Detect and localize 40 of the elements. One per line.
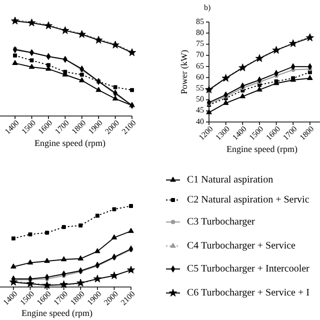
x-tick-label: 1400 [1,289,20,308]
x-tick-label: 1600 [264,124,282,142]
x-tick-label: 1700 [53,118,71,136]
y-tick-label: 70 [196,50,204,60]
x-tick-label: 1200 [197,124,215,142]
x-tick-label: 1500 [18,289,36,308]
x-tick-label: 1900 [85,289,104,308]
x-tick-label: 1600 [35,289,53,308]
legend-label: C5 Turbocharger + Intercooler [187,263,310,274]
x-tick-label: 1400 [3,118,21,136]
legend-label: C6 Turbocharger + Service + I [187,287,310,298]
x-tick-label: 1700 [281,124,299,142]
y-tick-label: 45 [196,106,204,115]
y-axis-title: Power (kW) [179,50,189,94]
legend-label: C3 Turbocharger [187,216,256,228]
y-tick-label: 85 [196,16,204,26]
legend-label: C1 Natural aspiration [187,174,274,186]
x-axis-title: Engine speed (rpm) [22,308,92,318]
y-tick-label: 75 [196,39,204,48]
x-tick-label: 1700 [52,289,70,308]
x-tick-label: 1400 [230,124,248,142]
x-axis-title: Engine speed (rpm) [34,138,106,148]
x-tick-label: 1500 [20,118,38,136]
x-tick-label: 1800 [298,124,316,142]
legend-label: C4 Turbocharger + Service [187,240,296,252]
x-axis-title: Engine speed (rpm) [226,144,298,154]
x-tick-label: 1800 [70,118,88,136]
x-tick-label: 1900 [86,118,104,136]
x-tick-label: 1500 [247,124,266,142]
x-tick-label: 1300 [214,124,232,142]
y-tick-label: 55 [196,83,204,93]
chart-title: b) [204,3,211,12]
x-tick-label: 1800 [68,289,86,308]
y-tick-label: 50 [196,94,204,104]
legend-label: C2 Natural aspiration + Servic [187,194,310,206]
x-tick-label: 1600 [36,118,54,136]
y-tick-label: 60 [196,72,204,82]
y-tick-label: 40 [196,116,204,126]
y-tick-label: 65 [196,61,204,70]
y-tick-label: 80 [196,28,204,37]
